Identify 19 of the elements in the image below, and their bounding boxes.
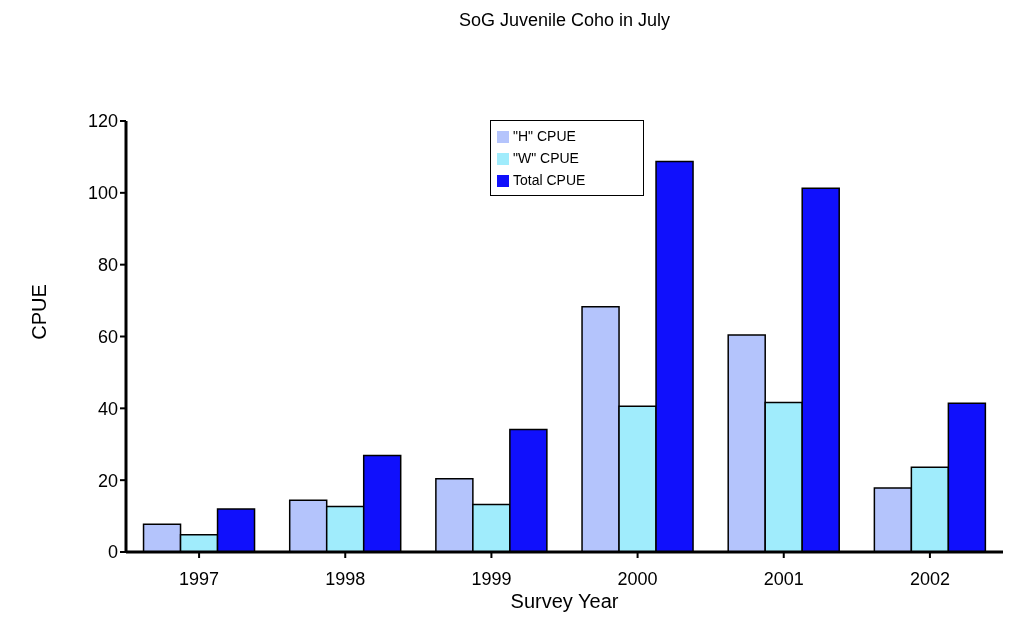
x-tick-label: 2001 [763, 568, 804, 589]
y-tick-label: 40 [97, 398, 118, 419]
legend-label: Total CPUE [513, 172, 586, 188]
y-tick-label: 80 [97, 255, 118, 276]
y-tick-label: 0 [107, 542, 118, 563]
x-tick-label: 1998 [325, 568, 366, 589]
y-tick-label: 60 [97, 326, 118, 347]
chart-title: SoG Juvenile Coho in July [457, 10, 672, 31]
y-axis-title: CPUE [28, 283, 51, 342]
x-tick-label: 2002 [909, 568, 950, 589]
legend-label: "H" CPUE [513, 128, 576, 144]
y-tick-label: 20 [97, 470, 118, 491]
y-tick-label: 100 [87, 183, 118, 204]
x-tick-label: 1999 [471, 568, 512, 589]
x-tick-label: 1997 [179, 568, 220, 589]
x-tick-label: 2000 [617, 568, 658, 589]
legend-label: "W" CPUE [513, 150, 579, 166]
x-axis-title: Survey Year [509, 590, 620, 613]
y-tick-label: 120 [87, 111, 118, 132]
